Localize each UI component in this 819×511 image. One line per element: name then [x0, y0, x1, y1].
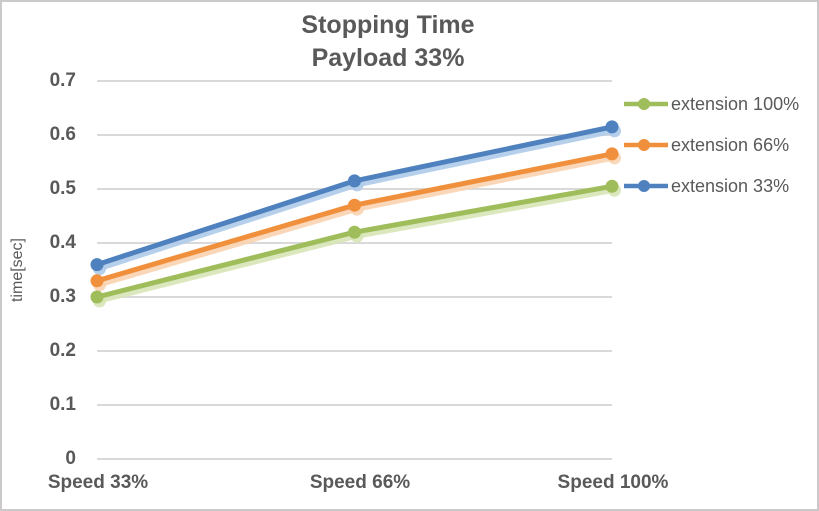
legend-label: extension 66%: [671, 134, 790, 155]
data-point-marker: [605, 120, 619, 134]
legend-item-extension-66: extension 66%: [623, 134, 799, 156]
data-point-marker: [348, 174, 361, 188]
chart-title-line1: Stopping Time: [301, 11, 475, 39]
legend-item-extension-33: extension 33%: [623, 175, 799, 197]
data-point-marker: [605, 147, 619, 161]
y-tick-label: 0.7: [49, 70, 76, 91]
line-marker-icon: [624, 139, 668, 151]
legend: extension 100% extension 66% extension 3…: [623, 93, 799, 216]
y-tick-label: 0.3: [49, 286, 76, 307]
data-point-marker: [90, 290, 104, 304]
x-axis-label-speed-33: Speed 33%: [47, 472, 149, 493]
x-axis-label-speed-100: Speed 100%: [557, 472, 669, 493]
line-marker-icon: [624, 98, 668, 110]
chart-title: Stopping Time Payload 33%: [2, 9, 774, 75]
data-point-marker: [348, 198, 361, 212]
data-point-marker: [605, 179, 619, 193]
legend-label: extension 100%: [671, 93, 800, 114]
line-marker-icon: [624, 180, 668, 192]
data-point-marker: [90, 274, 104, 288]
y-tick-label: 0.2: [49, 340, 76, 361]
y-tick-label: 0.6: [49, 124, 76, 145]
legend-item-extension-100: extension 100%: [623, 93, 799, 115]
legend-label: extension 33%: [671, 175, 790, 196]
chart-title-line2: Payload 33%: [311, 44, 465, 72]
y-tick-label: 0.4: [49, 232, 76, 253]
x-axis-label-speed-66: Speed 66%: [309, 472, 411, 493]
y-tick-label: 0.1: [49, 394, 76, 415]
data-point-marker: [348, 225, 361, 239]
y-tick-label: 0: [65, 448, 76, 469]
data-point-marker: [90, 258, 104, 272]
y-tick-label: 0.5: [49, 178, 76, 199]
